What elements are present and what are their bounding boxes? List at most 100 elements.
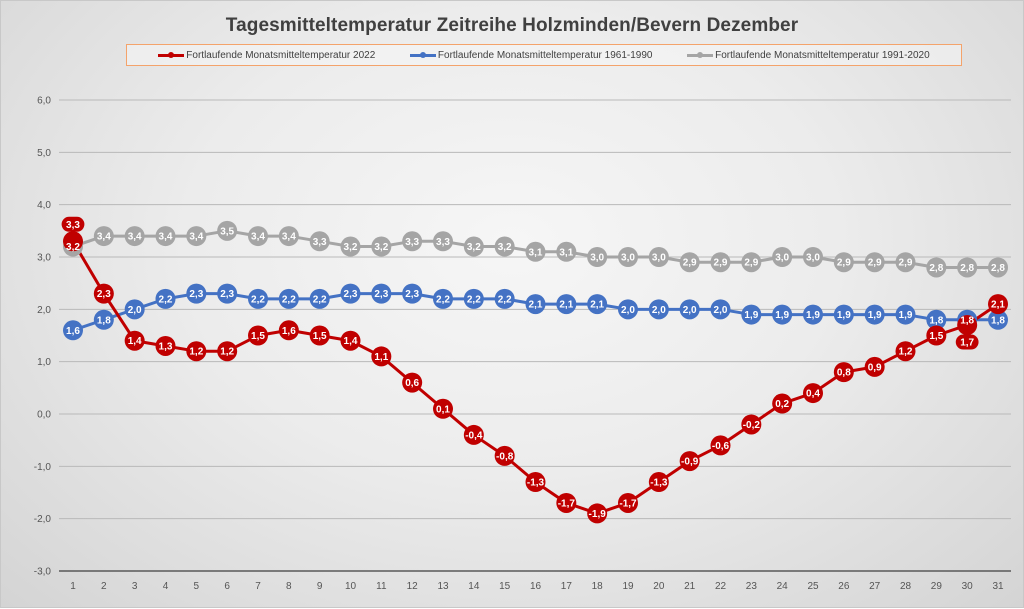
- data-point: [463, 236, 484, 257]
- data-point: [402, 372, 423, 393]
- data-label: 2,9: [868, 258, 882, 269]
- data-label: 2,0: [128, 305, 142, 316]
- x-tick-label: 17: [561, 581, 573, 592]
- data-label: -0,4: [465, 430, 483, 441]
- x-tick-label: 2: [101, 581, 107, 592]
- data-point: [926, 325, 947, 346]
- x-tick-label: 20: [653, 581, 665, 592]
- data-label: 1,9: [775, 310, 789, 321]
- data-label: 3,0: [590, 253, 604, 264]
- data-point: [463, 424, 484, 445]
- data-label: 1,7: [960, 338, 974, 349]
- data-label: 0,4: [806, 389, 820, 400]
- x-tick-label: 22: [715, 581, 727, 592]
- x-tick-label: 24: [777, 581, 789, 592]
- data-point: [433, 398, 453, 419]
- data-point: [957, 257, 978, 278]
- data-point: [833, 252, 854, 273]
- data-point: [587, 503, 608, 524]
- data-point: [587, 247, 608, 267]
- x-tick-label: 16: [530, 581, 542, 592]
- data-point: [618, 299, 638, 320]
- data-point: [679, 299, 700, 320]
- x-tick-label: 25: [807, 581, 819, 592]
- data-point: [957, 315, 978, 336]
- data-point: [371, 346, 392, 367]
- y-tick-label: -3,0: [34, 567, 52, 578]
- data-point: [93, 309, 114, 330]
- data-label: 1,4: [344, 336, 358, 347]
- data-label: 3,4: [128, 232, 142, 243]
- data-point: [155, 335, 176, 356]
- lines-layer: [71, 229, 999, 515]
- data-point: [494, 236, 515, 257]
- data-point: [278, 320, 299, 341]
- data-label: 1,5: [313, 331, 327, 342]
- data-point: [926, 309, 947, 330]
- data-point: [525, 241, 546, 262]
- data-label: 3,3: [405, 237, 419, 248]
- legend-label-1961-1990: Fortlaufende Monatsmitteltemperatur 1961…: [437, 49, 653, 61]
- labels-layer: 1,6 1,8 2,0 2,2 2,3 2,3 2,2 2,2 2,2 2,3 2,3 2,3 2,2 2…: [66, 220, 1005, 520]
- data-point: [248, 288, 268, 309]
- data-point: [556, 294, 577, 315]
- data-label: 1,8: [991, 315, 1005, 326]
- data-label: -1,7: [558, 498, 576, 509]
- data-label: 1,9: [744, 310, 758, 321]
- data-label: 1,8: [960, 315, 974, 326]
- x-tick-label: 7: [255, 581, 261, 592]
- data-point: [63, 231, 83, 252]
- x-tick-label: 11: [376, 581, 387, 592]
- legend-swatch-grey: [687, 51, 714, 59]
- x-tick-label: 13: [437, 581, 449, 592]
- x-tick-label: 21: [684, 581, 696, 592]
- data-point: [309, 325, 330, 346]
- data-label: 2,1: [590, 300, 604, 311]
- data-label: 0,9: [868, 362, 882, 373]
- y-tick-label: 6,0: [37, 96, 51, 107]
- data-label: 2,0: [683, 305, 697, 316]
- data-label: 1,9: [899, 310, 913, 321]
- legend-swatch-red: [158, 51, 185, 59]
- y-tick-label: 2,0: [37, 305, 51, 316]
- x-tick-label: 3: [132, 581, 138, 592]
- y-tick-label: 1,0: [37, 357, 51, 368]
- data-point: [124, 226, 145, 247]
- data-point: [772, 304, 793, 325]
- data-point: [587, 294, 608, 315]
- data-point: [895, 252, 916, 273]
- data-label: 3,2: [498, 242, 512, 253]
- y-tick-label: 0,0: [37, 410, 51, 421]
- data-label: 3,1: [559, 247, 573, 258]
- x-tick-label: 19: [622, 581, 634, 592]
- data-label: 1,1: [374, 352, 388, 363]
- data-point: [433, 231, 453, 252]
- x-tick-label: 28: [900, 581, 912, 592]
- data-label: -0,2: [743, 420, 761, 431]
- y-tick-label: 4,0: [37, 200, 51, 211]
- data-point: [988, 294, 1008, 315]
- x-tick-label: 5: [194, 581, 200, 592]
- data-label: 3,3: [66, 220, 80, 231]
- data-point: [525, 294, 546, 315]
- data-label: 2,0: [621, 305, 635, 316]
- legend-item-1961-1990: Fortlaufende Monatsmitteltemperatur 1961…: [409, 49, 653, 61]
- data-point: [155, 226, 176, 247]
- x-tick-label: 9: [317, 581, 323, 592]
- data-label: 1,8: [97, 315, 111, 326]
- data-point: [309, 231, 330, 252]
- legend: Fortlaufende Monatsmitteltemperatur 2022…: [126, 44, 962, 66]
- data-point: [340, 283, 361, 304]
- data-label: 2,8: [929, 263, 943, 274]
- data-label: 2,1: [559, 300, 573, 311]
- data-point: [710, 435, 731, 456]
- data-point: [124, 299, 145, 320]
- data-point: [710, 299, 731, 320]
- data-point: [402, 283, 423, 304]
- data-point: [217, 220, 238, 241]
- x-tick-label: 31: [992, 581, 1004, 592]
- data-point: [93, 283, 114, 304]
- x-tick-label: 10: [345, 581, 357, 592]
